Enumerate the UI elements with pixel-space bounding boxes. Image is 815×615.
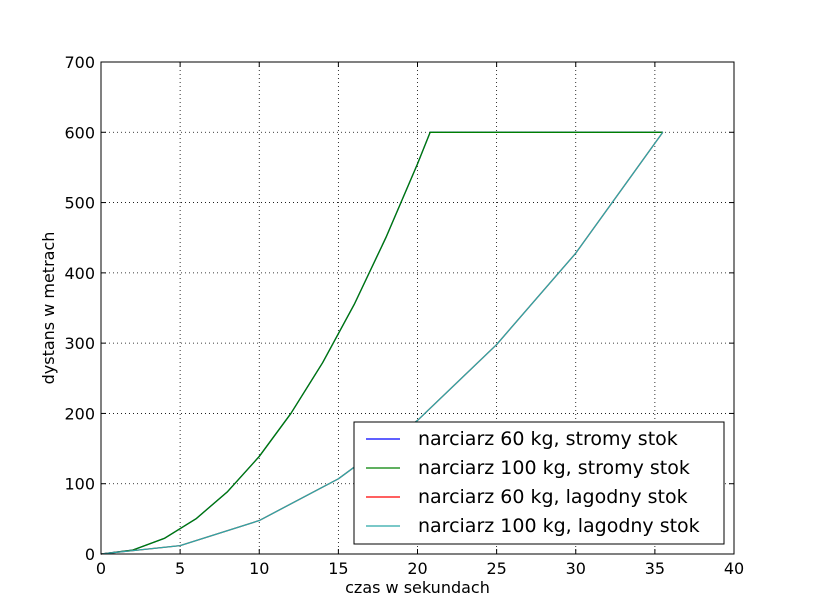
y-tick-label: 300	[64, 334, 95, 353]
x-tick-label: 0	[96, 559, 106, 578]
legend-box	[353, 421, 725, 545]
x-tick-label: 15	[328, 559, 348, 578]
y-tick-label: 100	[64, 475, 95, 494]
y-tick-label: 600	[64, 123, 95, 142]
y-tick-label: 400	[64, 264, 95, 283]
x-tick-label: 20	[407, 559, 427, 578]
y-tick-label: 0	[85, 545, 95, 564]
x-tick-label: 35	[645, 559, 665, 578]
x-tick-label: 25	[486, 559, 506, 578]
legend: narciarz 60 kg, stromy stok narciarz 100 …	[353, 421, 725, 545]
legend-entry-label: narciarz 100 kg, lagodny stok	[418, 515, 700, 537]
y-tick-label: 500	[64, 194, 95, 213]
y-axis-label: dystans w metrach	[39, 232, 58, 385]
y-tick-label: 700	[64, 53, 95, 72]
x-tick-label: 5	[175, 559, 185, 578]
x-tick-label: 10	[249, 559, 269, 578]
legend-entry-label: narciarz 60 kg, stromy stok	[418, 428, 678, 450]
legend-entry-label: narciarz 60 kg, lagodny stok	[418, 486, 688, 508]
series-line-2	[100, 131, 663, 555]
legend-entry-label: narciarz 100 kg, stromy stok	[418, 457, 690, 479]
x-tick-label: 40	[724, 559, 744, 578]
y-tick-label: 200	[64, 404, 95, 423]
x-axis-label: czas w sekundach	[345, 578, 490, 597]
x-tick-label: 30	[566, 559, 586, 578]
